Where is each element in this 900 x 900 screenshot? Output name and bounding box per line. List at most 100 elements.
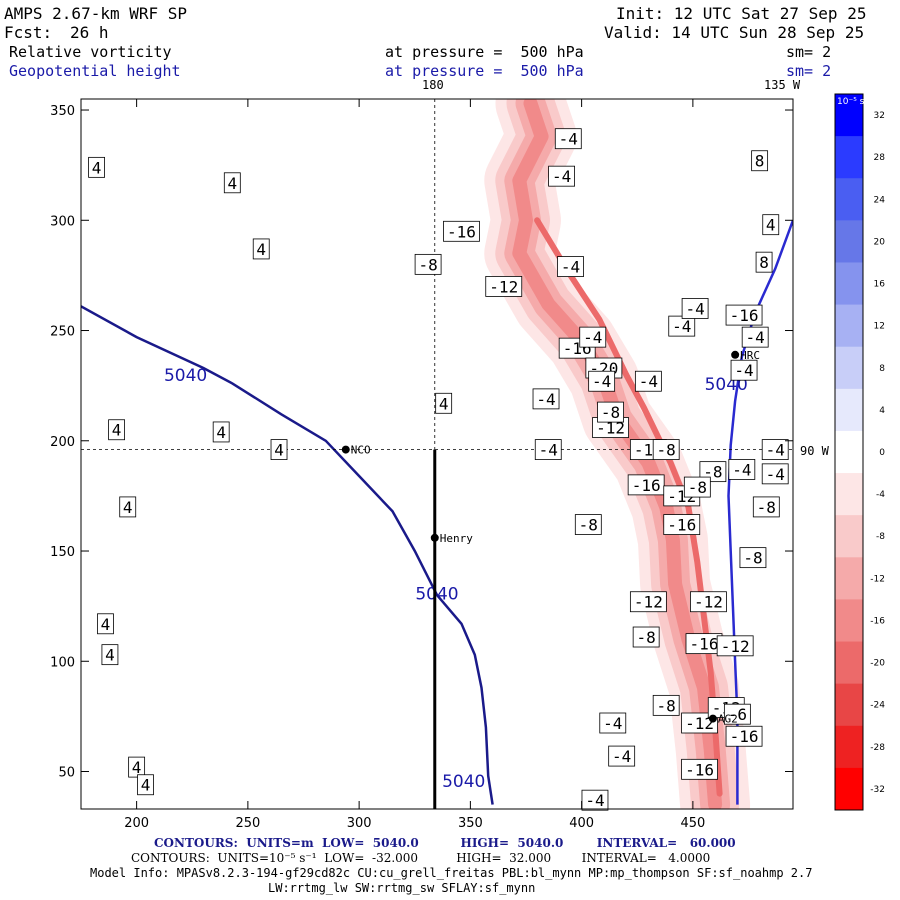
field-1-pressure: at pressure = 500 hPa: [385, 43, 584, 61]
vorticity-label-box: [681, 298, 709, 319]
vorticity-label-box: [97, 613, 114, 635]
vorticity-label: -4: [766, 465, 785, 484]
vorticity-label: -16: [730, 306, 759, 325]
colorbar-tick-label: 32: [874, 111, 885, 121]
colorbar-tick-label: 4: [879, 406, 885, 416]
vorticity-label: -12: [685, 714, 714, 733]
vorticity-label: -4: [559, 130, 578, 149]
vorticity-label: -12: [489, 277, 518, 296]
vorticity-label: -4: [672, 317, 691, 336]
vorticity-label: -8: [757, 498, 776, 517]
vorticity-label-box: [137, 774, 154, 796]
vorticity-label-box: [755, 251, 773, 273]
vorticity-label: -8: [637, 628, 656, 647]
init-time: Init: 12 UTC Sat 27 Sep 25: [616, 4, 867, 23]
vorticity-label-box: [728, 459, 756, 480]
colorbar-tick-label: 20: [874, 237, 886, 247]
vorticity-label-box: [762, 214, 780, 236]
colorbar-segment: [835, 767, 863, 811]
colorbar-segment: [835, 388, 863, 432]
vorticity-label-box: [627, 474, 665, 496]
colorbar-segment: [835, 178, 863, 221]
vorticity-label-box: [681, 758, 718, 780]
forecast-label: Fcst:: [4, 23, 53, 42]
vorticity-label: -4: [746, 328, 765, 347]
colorbar-segment: [835, 430, 863, 474]
vorticity-label: -4: [734, 361, 753, 380]
vorticity-label-box: [761, 439, 789, 460]
vorticity-label: -8: [688, 478, 707, 497]
model-title: AMPS 2.67-km WRF SP: [4, 4, 188, 23]
y-tick-label: 350: [50, 104, 75, 119]
vorticity-label: -8: [743, 549, 762, 568]
colorbar-segment: [835, 262, 863, 306]
colorbar-tick-label: -4: [876, 490, 885, 500]
vorticity-label-box: [108, 419, 125, 441]
colorbar-tick-label: 16: [874, 280, 886, 290]
vorticity-label: -16: [690, 635, 719, 654]
vorticity-label: 4: [766, 216, 776, 235]
station-dot: [708, 714, 717, 723]
vorticity-label: 4: [101, 615, 111, 634]
colorbar-tick-label: -12: [870, 574, 885, 584]
vorticity-label-box: [761, 463, 789, 485]
vorticity-label: -16: [685, 760, 714, 779]
height-contour-west: [81, 305, 494, 805]
colorbar-segment: [835, 515, 863, 558]
vorticity-label: 4: [132, 758, 142, 777]
vorticity-label-box: [741, 326, 769, 348]
vorticity-label-box: [716, 635, 754, 657]
vorticity-label-box: [751, 150, 769, 172]
x-tick-label: 450: [680, 816, 705, 831]
vorticity-label-box: [532, 388, 560, 410]
vorticity-label: 4: [274, 441, 284, 460]
vorticity-label-box: [652, 694, 680, 716]
vorticity-label: -12: [596, 419, 625, 438]
colorbar: 10⁻⁵ s⁻¹32 28 24 20 16 12 8 4 0 -4 -8 -12 -16 -20 -24 -…: [834, 93, 886, 811]
colorbar-segment: [835, 725, 863, 769]
station-dot: [731, 350, 740, 359]
colorbar-tick-label: -28: [870, 743, 885, 753]
vorticity-label-box: [608, 745, 636, 767]
vorticity-label-box: [699, 461, 727, 483]
vorticity-label: 8: [759, 253, 769, 272]
colorbar-segment: [835, 220, 863, 263]
vorticity-label-box: [599, 712, 627, 734]
height-contour-label: 5040: [442, 772, 485, 792]
vorticity-label-box: [739, 547, 767, 569]
vorticity-label-box: [752, 496, 780, 518]
colorbar-unit: 10⁻⁵ s⁻¹: [837, 97, 873, 107]
valid-time: Valid: 14 UTC Sun 28 Sep 25: [604, 23, 865, 42]
vorticity-label: -8: [601, 403, 620, 422]
vorticity-label: -16: [667, 516, 696, 535]
vorticity-label-box: [632, 626, 660, 648]
y-tick-label: 100: [50, 655, 75, 670]
colorbar-tick-label: -16: [870, 616, 885, 626]
vorticity-label-box: [88, 156, 105, 178]
vorticity-label: -12: [694, 593, 723, 612]
vorticity-label-box: [223, 172, 241, 194]
colorbar-segment: [835, 346, 863, 390]
field-2-pressure: at pressure = 500 hPa: [385, 62, 584, 80]
station-dot: [430, 533, 439, 542]
station-label: NCO: [351, 444, 371, 457]
axes: 200 250 300 350 400 450 50 100 150 200 250 300 350: [50, 99, 793, 831]
model-physics-info: LW:rrtmg_lw SW:rrtmg_sw SFLAY:sf_mynn: [268, 881, 536, 895]
station-label: HRC: [740, 349, 760, 362]
height-contour-info: CONTOURS: UNITS=m LOW= 5040.0 HIGH= 5040…: [154, 836, 736, 850]
vorticity-label-box: [690, 591, 727, 613]
y-tick-label: 50: [58, 766, 75, 781]
vorticity-label-box: [270, 439, 288, 460]
right-latitude-label: 90 W: [800, 444, 830, 458]
vorticity-label-box: [725, 304, 763, 326]
vorticity-label: -8: [418, 255, 437, 274]
colorbar-segment: [835, 94, 863, 137]
vorticity-label: -4: [766, 441, 785, 460]
vorticity-label: -12: [721, 637, 750, 656]
plot-frame: [80, 98, 794, 810]
vorticity-label-box: [629, 591, 667, 613]
vorticity-label-box: [212, 421, 230, 443]
vorticity-label: 4: [141, 776, 151, 795]
vorticity-label-box: [588, 370, 616, 392]
